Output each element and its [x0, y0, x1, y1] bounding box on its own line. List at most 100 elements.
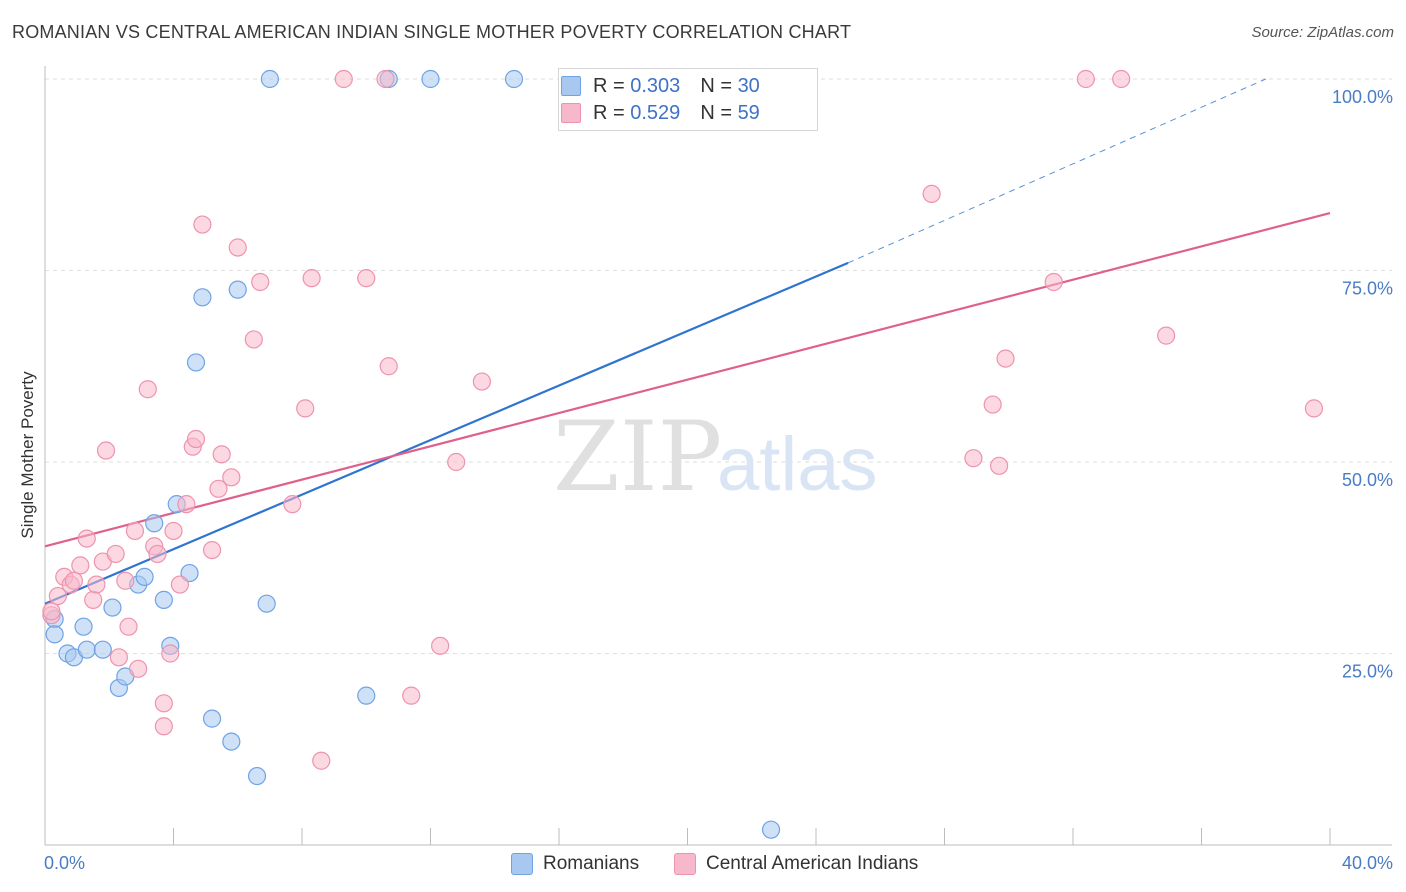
central-american-indians-point: [376, 69, 395, 89]
y-tick-label: 100.0%: [1332, 87, 1393, 107]
romanians-point: [186, 353, 206, 372]
romanians-point: [45, 625, 64, 644]
legend-row-central-american-indians: R = 0.529 N = 59: [561, 100, 760, 126]
central-american-indians-point: [431, 636, 450, 655]
legend-row-romanians: R = 0.303 N = 30: [561, 73, 760, 99]
bottom-legend-label-central-american-indians: Central American Indians: [706, 853, 919, 874]
central-american-indians-point: [148, 544, 167, 564]
romanians-point: [247, 766, 267, 786]
central-american-indians-point: [1112, 69, 1131, 89]
y-axis-label: Single Mother Poverty: [18, 371, 37, 539]
central-american-indians-point: [222, 468, 241, 487]
central-american-indians-point: [251, 272, 270, 292]
central-american-indians-point: [77, 529, 96, 548]
watermark-atlas: atlas: [717, 422, 878, 507]
central-american-indians-point: [1076, 69, 1095, 89]
central-american-indians-point: [48, 586, 67, 606]
central-american-indians-point: [161, 644, 180, 663]
y-tick-label: 50.0%: [1342, 470, 1393, 490]
central-american-indians-point: [138, 380, 157, 399]
central-american-indians-point: [379, 357, 398, 376]
central-american-indians-point: [964, 449, 983, 468]
x-tick-label: 0.0%: [44, 853, 85, 873]
legend-r-label: R =: [593, 74, 631, 97]
y-tick-label: 25.0%: [1342, 662, 1393, 682]
romanians-point: [357, 686, 376, 705]
x-tick-label: 40.0%: [1342, 853, 1393, 873]
central-american-indians-point: [990, 456, 1009, 475]
y-tick-label: 75.0%: [1342, 279, 1393, 299]
romanians-point: [257, 594, 276, 613]
legend-n-value: 59: [737, 101, 760, 124]
central-american-indians-point: [212, 445, 231, 464]
romanians-point: [228, 280, 247, 299]
central-american-indians-point: [84, 590, 103, 609]
central-american-indians-point: [87, 575, 106, 594]
trend-lines: [44, 78, 1331, 605]
central-american-indians-point: [202, 540, 222, 560]
central-american-indians-point: [164, 521, 183, 541]
central-american-indians-point: [922, 184, 941, 203]
central-american-indians-point: [228, 238, 247, 257]
bottom-legend-swatch-central-american-indians: [674, 853, 696, 875]
bottom-legend-label-romanians: Romanians: [543, 853, 640, 874]
romanians-point: [222, 732, 241, 751]
central-american-indians-point: [71, 556, 90, 575]
legend-n-label: N =: [700, 101, 738, 124]
bottom-legend-romanians: Romanians: [511, 851, 639, 877]
legend-n-label: N =: [700, 74, 738, 97]
central-american-indians-point: [154, 694, 173, 713]
chart-title: ROMANIAN VS CENTRAL AMERICAN INDIAN SING…: [12, 22, 852, 42]
legend-swatch-romanians: [561, 76, 581, 96]
central-american-indians-point: [996, 349, 1015, 368]
central-american-indians-point: [1044, 272, 1063, 292]
romanians-point: [504, 69, 524, 89]
watermark: ZIP atlas: [553, 401, 878, 513]
legend-r-value: 0.303: [630, 74, 681, 97]
central-american-indians-point: [447, 452, 466, 472]
watermark-zip: ZIP: [553, 401, 722, 513]
central-american-indians-trend-line: [44, 211, 1331, 548]
central-american-indians-point: [983, 395, 1002, 414]
romanians-point: [154, 590, 173, 609]
central-american-indians-point: [193, 215, 212, 234]
central-american-indians-point: [296, 399, 315, 418]
romanians-point: [202, 709, 222, 728]
central-american-indians-point: [402, 686, 421, 705]
central-american-indians-point: [170, 575, 190, 594]
central-american-indians-point: [64, 571, 84, 590]
central-american-indians-point: [119, 617, 138, 636]
data-points: [42, 69, 1324, 839]
central-american-indians-point: [357, 269, 376, 288]
central-american-indians-point: [1304, 399, 1324, 418]
central-american-indians-point: [209, 479, 228, 498]
central-american-indians-point: [42, 602, 61, 621]
romanians-point: [103, 598, 122, 617]
central-american-indians-point: [244, 330, 263, 349]
bottom-legend-central-american-indians: Central American Indians: [674, 851, 918, 877]
romanians-point: [145, 514, 164, 533]
central-american-indians-point: [129, 659, 148, 678]
central-american-indians-point: [302, 269, 321, 288]
central-american-indians-point: [96, 441, 116, 460]
central-american-indians-point: [186, 429, 206, 449]
romanians-point: [93, 640, 112, 659]
central-american-indians-point: [109, 648, 128, 667]
central-american-indians-point: [116, 571, 135, 590]
legend-r-value: 0.529: [630, 101, 681, 124]
romanians-point: [421, 69, 440, 89]
legend-swatch-central-american-indians: [561, 103, 581, 123]
grid-lines: [45, 78, 1392, 654]
romanians-point: [74, 617, 93, 636]
legend: R = 0.303 N = 30 R = 0.529 N = 59: [558, 68, 818, 131]
central-american-indians-point: [125, 521, 145, 541]
central-american-indians-point: [106, 544, 125, 564]
tick-labels: 25.0% 50.0% 75.0% 100.0% 0.0% 40.0%: [44, 87, 1393, 873]
romanians-point: [761, 820, 781, 839]
central-american-indians-point: [472, 372, 491, 391]
bottom-legend-swatch-romanians: [511, 853, 533, 875]
legend-r-label: R =: [593, 101, 631, 124]
central-american-indians-point: [1157, 326, 1176, 345]
source-label: Source: ZipAtlas.com: [1251, 24, 1394, 41]
